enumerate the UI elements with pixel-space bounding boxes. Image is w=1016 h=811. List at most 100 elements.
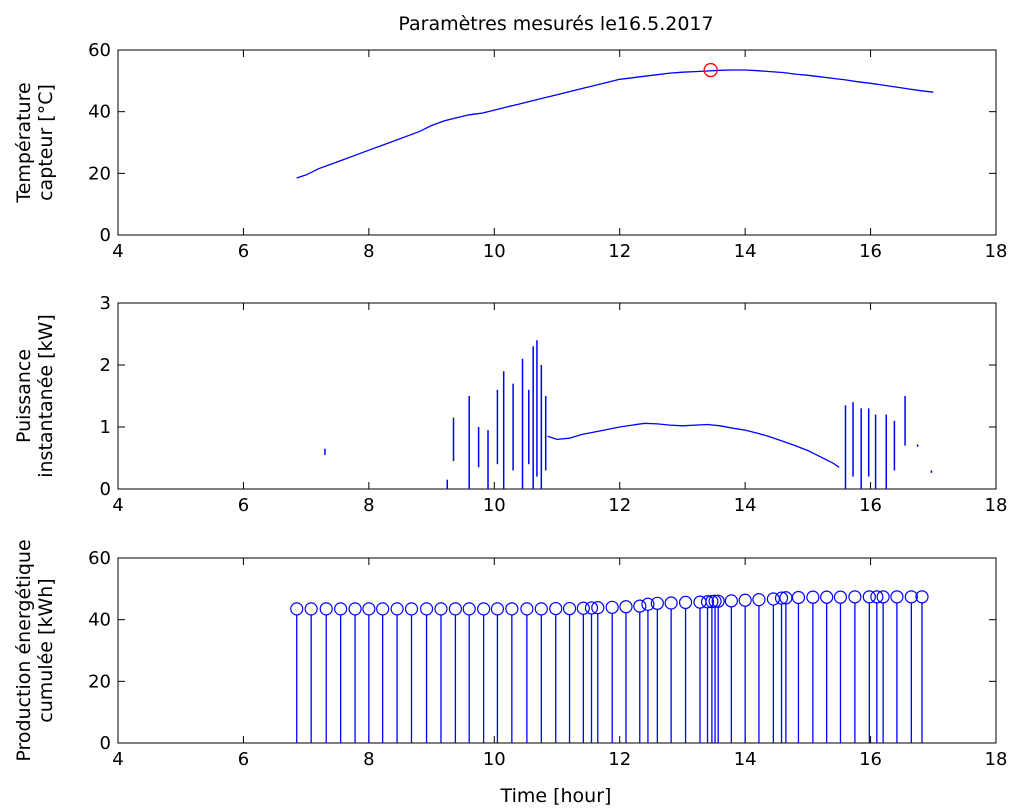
stem-marker: [820, 590, 834, 604]
stem-marker: [708, 594, 722, 608]
y-axis-label-energy: Production énergétiquecumulée [kWh]: [13, 539, 57, 761]
y-axis-label-line: Production énergétique: [13, 539, 35, 761]
x-tick-label: 18: [985, 241, 1008, 262]
stem-marker: [376, 602, 390, 616]
stem-marker: [619, 600, 633, 614]
x-tick-label: 14: [734, 241, 757, 262]
stem-marker: [448, 602, 463, 616]
y-axis-label-temperature: Températurecapteur [°C]: [13, 82, 57, 203]
stem-marker: [290, 602, 304, 616]
max-temperature-marker: [703, 62, 718, 78]
y-tick-label: 0: [100, 479, 111, 500]
stem-marker: [724, 594, 738, 608]
x-tick-label: 6: [238, 749, 249, 770]
series-line-power: [547, 422, 840, 468]
stem-marker: [505, 602, 519, 616]
y-axis-label-power: Puissanceinstantanée [kW]: [13, 314, 57, 478]
stem-marker: [534, 602, 548, 616]
y-tick-label: 60: [88, 40, 111, 61]
y-tick-label: 60: [88, 548, 111, 569]
stem-marker: [605, 600, 619, 614]
stem-marker: [584, 601, 599, 615]
stem-marker: [562, 601, 577, 616]
y-tick-label: 0: [100, 225, 111, 246]
stem-marker: [766, 592, 780, 606]
stem-marker: [791, 590, 806, 605]
x-tick-label: 6: [238, 241, 249, 262]
x-tick-label: 4: [112, 749, 123, 770]
stem-marker: [806, 590, 820, 604]
y-axis-label-line: cumulée [kWh]: [35, 578, 57, 722]
stem-marker: [520, 602, 534, 616]
stem-marker: [664, 596, 678, 610]
x-tick-label: 10: [483, 495, 506, 516]
stem-marker: [876, 590, 890, 604]
stem-marker: [490, 602, 505, 616]
y-tick-label: 0: [100, 733, 111, 754]
x-tick-label: 10: [483, 241, 506, 262]
x-tick-label: 16: [859, 241, 882, 262]
stem-marker: [890, 590, 904, 604]
stem-marker: [334, 602, 348, 616]
x-tick-label: 14: [734, 749, 757, 770]
x-tick-label: 8: [363, 495, 374, 516]
y-tick-label: 2: [100, 355, 111, 376]
stem-marker: [870, 590, 884, 604]
stem-marker: [576, 601, 590, 615]
plot-area-power: [117, 302, 997, 490]
stem-marker: [738, 593, 752, 607]
stem-marker: [362, 602, 376, 616]
y-axis-label-line: capteur [°C]: [35, 84, 57, 201]
stem-marker: [304, 602, 318, 616]
plot-area-energy: [117, 557, 997, 744]
y-axis-label-line: instantanée [kW]: [35, 314, 57, 478]
x-tick-label: 18: [985, 495, 1008, 516]
stem-marker: [848, 590, 862, 604]
stem-marker: [633, 599, 647, 613]
stem-marker: [641, 597, 655, 611]
stem-marker: [833, 590, 848, 604]
y-tick-label: 3: [100, 293, 111, 314]
stem-marker: [915, 590, 929, 604]
x-tick-label: 10: [483, 749, 506, 770]
panel-energy: 4 6 8 10 12 14 16 18 0 20 40 60 Production énergétiq…: [13, 539, 1007, 770]
stem-marker: [390, 602, 404, 616]
y-tick-label: 40: [88, 102, 111, 123]
stem-marker: [904, 590, 918, 604]
stem-marker: [862, 590, 876, 604]
x-tick-label: 8: [363, 749, 374, 770]
y-tick-label: 20: [88, 163, 111, 184]
x-tick-label: 4: [112, 495, 123, 516]
x-tick-label: 16: [859, 495, 882, 516]
stem-marker: [650, 596, 664, 610]
x-tick-label: 8: [363, 241, 374, 262]
stem-marker: [319, 602, 333, 616]
x-axis-label: Time [hour]: [500, 785, 612, 807]
y-tick-label: 1: [100, 417, 111, 438]
x-tick-label: 16: [859, 749, 882, 770]
x-tick-label: 12: [608, 495, 631, 516]
x-tick-label: 12: [608, 241, 631, 262]
stem-marker: [752, 593, 766, 607]
stem-marker: [700, 595, 715, 609]
plot-area-temperature: [117, 49, 997, 236]
stem-marker: [711, 594, 725, 608]
stem-marker: [774, 591, 789, 605]
stem-marker: [591, 601, 605, 615]
y-tick-label: 20: [88, 671, 111, 692]
stem-marker: [549, 601, 563, 616]
x-tick-label: 6: [238, 495, 249, 516]
stem-marker: [477, 602, 491, 616]
figure-title: Paramètres mesurés le16.5.2017: [398, 13, 713, 35]
stem-marker: [348, 602, 362, 616]
y-axis-label-line: Puissance: [13, 349, 35, 443]
stem-marker: [404, 602, 419, 616]
stem-marker: [434, 602, 448, 616]
panel-temperature: 4 6 8 10 12 14 16 18 0 20 40 60 Températurecapteur […: [13, 40, 1007, 262]
series-line-temperature: [296, 69, 934, 179]
y-tick-label: 40: [88, 610, 111, 631]
stem-marker: [678, 595, 693, 610]
x-tick-label: 18: [985, 749, 1008, 770]
x-tick-label: 4: [112, 241, 123, 262]
